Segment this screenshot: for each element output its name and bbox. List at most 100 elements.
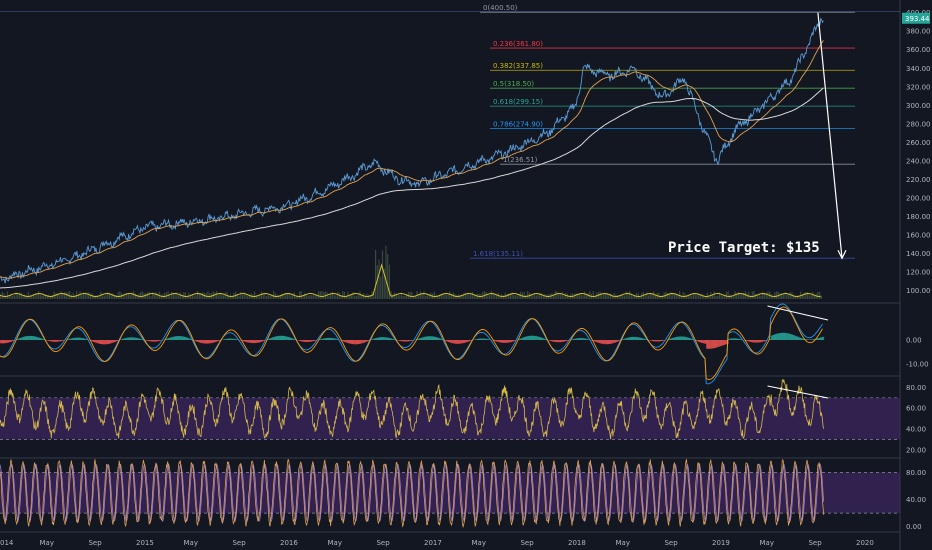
volume-bar (464, 292, 467, 299)
volume-bar (653, 291, 655, 299)
macd-histogram (21, 337, 24, 340)
macd-histogram (107, 340, 109, 345)
macd-histogram (114, 340, 116, 342)
volume-bar (711, 294, 714, 299)
macd-histogram (258, 340, 260, 343)
macd-histogram (364, 340, 366, 343)
volume-bar (459, 295, 461, 299)
macd-histogram (445, 340, 448, 342)
macd-histogram (468, 340, 471, 342)
volume-bar (772, 295, 774, 299)
macd-histogram (77, 337, 79, 340)
rsi-trendline (767, 385, 829, 399)
x-tick-label: Sep (808, 539, 822, 547)
volume-bar (292, 294, 294, 299)
macd-histogram (708, 340, 711, 349)
macd-histogram (769, 339, 772, 340)
macd-histogram (187, 338, 190, 340)
macd-histogram (579, 338, 582, 340)
macd-histogram (321, 338, 324, 340)
macd-histogram (3, 340, 6, 344)
volume-bar (763, 293, 765, 299)
macd-histogram (29, 335, 32, 340)
macd-histogram (51, 340, 54, 342)
volume-bar (532, 294, 534, 299)
volume-bar (273, 291, 275, 299)
macd-histogram (203, 340, 206, 344)
x-tick-label: 2019 (712, 539, 730, 547)
macd-histogram (525, 336, 527, 340)
signal-line (0, 306, 823, 380)
macd-histogram (80, 337, 83, 340)
macd-histogram (173, 336, 176, 340)
macd-histogram (686, 337, 689, 340)
macd-histogram (5, 340, 8, 343)
macd-histogram (366, 340, 368, 342)
volume-bar (243, 292, 245, 299)
volume-bar (198, 292, 200, 299)
macd-histogram (367, 340, 370, 341)
macd-histogram (346, 340, 349, 343)
macd-histogram (429, 336, 432, 340)
macd-histogram (459, 340, 462, 344)
y-tick-label: 260.00 (906, 139, 931, 147)
macd-histogram (345, 340, 348, 343)
volume-bar (425, 295, 427, 299)
macd-histogram (593, 340, 595, 342)
macd-histogram (478, 338, 480, 340)
macd-histogram (82, 338, 85, 340)
macd-histogram (57, 340, 60, 342)
x-tick-label: 2017 (424, 539, 442, 547)
macd-histogram (184, 336, 186, 340)
macd-histogram (711, 340, 714, 349)
macd-histogram (793, 335, 796, 340)
macd-histogram (305, 340, 307, 342)
macd-histogram (585, 338, 587, 340)
macd-histogram (656, 340, 659, 342)
macd-histogram (626, 337, 629, 340)
macd-histogram (32, 336, 34, 340)
macd-histogram (292, 338, 295, 340)
volume-bar (317, 291, 320, 299)
macd-histogram (574, 338, 577, 340)
volume-bar (781, 293, 783, 299)
volume-bar (691, 295, 693, 299)
volume-bar (796, 295, 798, 299)
macd-histogram (557, 340, 560, 343)
macd-histogram (782, 332, 784, 340)
macd-histogram (231, 338, 234, 340)
volume-bar (463, 293, 465, 299)
macd-histogram (300, 340, 303, 342)
volume-bar (749, 295, 752, 299)
macd-histogram (217, 340, 220, 342)
volume-bar (190, 295, 192, 299)
last-price-label: 393.44 (905, 15, 930, 23)
volume-bar (20, 293, 22, 299)
macd-histogram (405, 340, 408, 342)
volume-bar (15, 291, 17, 299)
volume-bar (722, 295, 724, 299)
volume-bar (27, 291, 29, 299)
macd-histogram (554, 340, 556, 342)
macd-histogram (255, 340, 258, 343)
volume-bar (146, 292, 149, 299)
volume-bar (625, 291, 627, 299)
volume-bar (471, 291, 473, 299)
macd-histogram (453, 340, 456, 344)
macd-histogram (299, 340, 302, 342)
volume-bar (573, 294, 575, 299)
volume-bar (649, 292, 651, 299)
macd-histogram (627, 337, 630, 340)
macd-histogram (373, 338, 375, 340)
volume-bar (359, 291, 361, 299)
macd-histogram (247, 340, 250, 343)
macd-histogram (270, 337, 273, 340)
y-tick-label: 340.00 (906, 65, 931, 73)
macd-histogram (72, 338, 75, 340)
macd-histogram (50, 340, 53, 342)
fib-label: 0(400.50) (483, 4, 518, 12)
macd-histogram (66, 339, 69, 340)
volume-bar (131, 292, 133, 299)
y-tick-label: 200.00 (906, 195, 931, 203)
y-axis: 100.00 120.00 140.00 160.00 180.00 200.00 220.… (902, 9, 931, 531)
